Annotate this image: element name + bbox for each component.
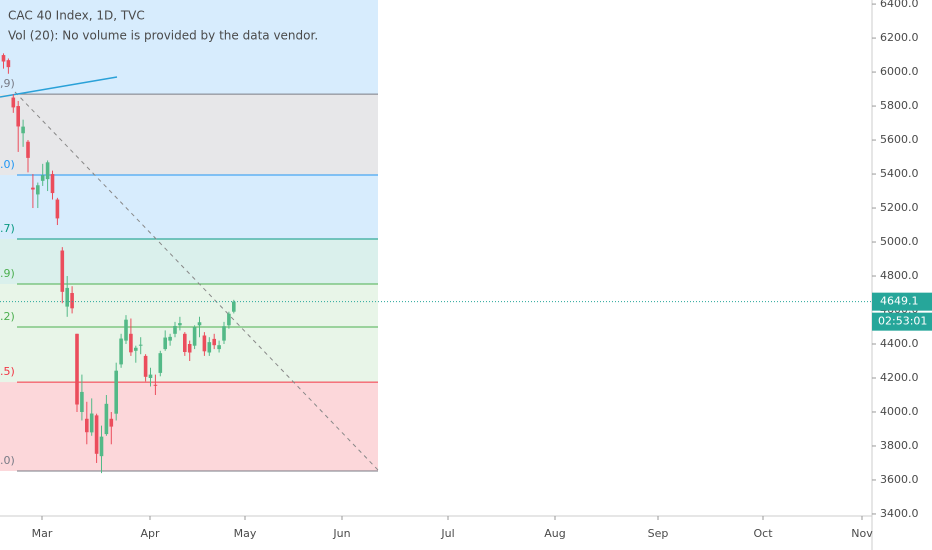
fib-label: .0) [0,158,15,171]
candle-body [1,55,6,62]
candle-body [45,162,50,180]
candle-body [153,384,158,386]
fib-zone [0,175,378,239]
candle-body [227,313,231,326]
y-tick-label: 5600.0 [880,133,919,146]
fib-label: .2) [0,310,15,323]
candle-body [163,337,167,350]
candle-body [202,335,207,352]
x-tick-label: Oct [753,527,773,540]
x-tick-label: Aug [544,527,565,540]
candle-body [187,344,192,353]
candle-body [183,333,187,352]
fib-zone [0,382,378,471]
y-tick-label: 4200.0 [880,371,919,384]
candle-body [26,141,30,158]
candle-body [138,344,143,346]
chart-subtitle: Vol (20): No volume is provided by the d… [8,29,318,43]
candle-body [143,355,148,377]
candle-body [75,333,79,405]
candle-body [168,336,172,341]
last-price-box [872,292,932,311]
x-tick-label: Mar [32,527,53,540]
chart-title: CAC 40 Index, 1D, TVC [8,9,145,23]
y-tick-label: 3400.0 [880,507,919,520]
candle-body [36,185,40,195]
y-tick-label: 6400.0 [880,0,919,10]
x-tick-label: Apr [140,527,160,540]
candle-body [212,338,216,346]
fib-label: .0) [0,454,15,467]
countdown-label: 02:53:01 [878,315,927,328]
fib-label: .7) [0,222,15,235]
candle-body [11,97,16,108]
candle-body [89,413,94,433]
candle-body [158,353,163,373]
candle-body [104,403,109,435]
y-tick-label: 3600.0 [880,473,919,486]
x-tick-label: Jul [440,527,454,540]
candle-body [114,370,118,414]
candle-body [94,415,99,454]
y-tick-label: 6200.0 [880,31,919,44]
y-tick-label: 3800.0 [880,439,919,452]
candle-body [6,60,11,68]
candle-body [207,342,212,353]
drawn-line [0,76,118,98]
fib-zone [0,284,378,328]
fib-label: ,9) [0,77,15,90]
fib-zone [0,238,378,285]
y-tick-label: 5200.0 [880,201,919,214]
y-tick-label: 5800.0 [880,99,919,112]
plot-area [0,0,378,472]
candle-body [85,418,89,433]
candle-body [232,301,236,312]
candle-body [192,327,197,346]
candle-body [119,338,123,365]
countdown-box [872,312,932,331]
candle-body [55,199,60,219]
y-tick-label: 4400.0 [880,337,919,350]
candle-body [70,293,74,309]
y-tick-label: 5000.0 [880,235,919,248]
candle-body [65,287,69,307]
candle-body [16,106,20,127]
candle-body [178,323,182,326]
candle-body [40,175,45,181]
candle-body [80,391,84,412]
x-tick-label: Sep [648,527,669,540]
candle-body [109,418,114,427]
candle-body [124,319,128,341]
fib-label: .5) [0,365,15,378]
candle-body [50,174,55,194]
candle-body [99,436,104,457]
candle-body [197,322,202,326]
candle-body [60,250,65,292]
candle-body [222,326,226,341]
candle-body [134,347,138,351]
y-tick-label: 4800.0 [880,269,919,282]
fib-label: .9) [0,267,15,280]
y-tick-label: 6000.0 [880,65,919,78]
x-tick-label: Nov [851,527,873,540]
candle-body [148,374,153,378]
fib-zone [0,327,378,383]
candle-body [173,325,177,334]
candle-body [129,333,133,353]
candle-body [217,345,221,350]
last-price-label: 4649.1 [880,295,919,308]
fib-zone [0,94,378,176]
y-tick-label: 5400.0 [880,167,919,180]
x-tick-label: May [234,527,257,540]
y-tick-label: 4000.0 [880,405,919,418]
fib-zone [0,0,378,95]
x-tick-label: Jun [332,527,350,540]
candle-body [21,126,25,134]
candle-body [31,187,35,190]
